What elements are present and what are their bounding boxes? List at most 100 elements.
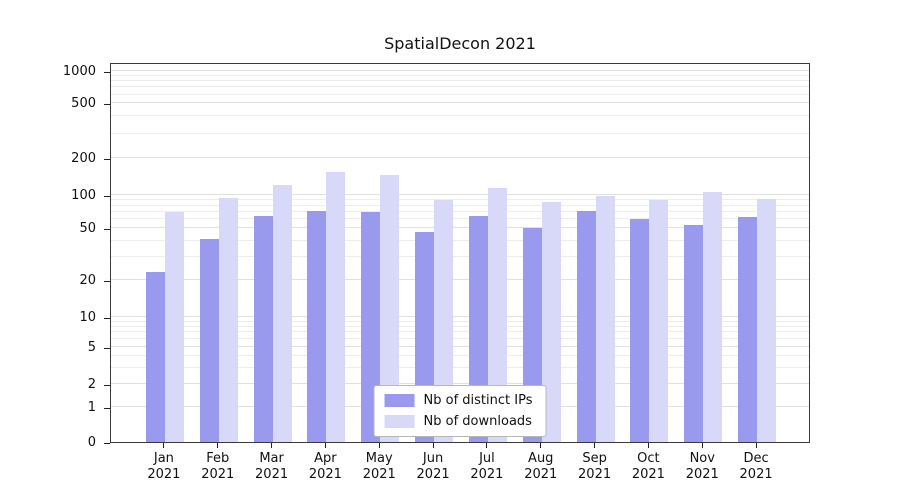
gridline	[111, 74, 809, 76]
y-tick-label: 100	[71, 188, 96, 203]
y-tick-mark	[104, 281, 110, 282]
x-tick-mark	[486, 443, 488, 448]
gridline	[111, 316, 809, 317]
bar-downloads	[595, 196, 615, 442]
gridline	[111, 157, 809, 158]
bar-downloads	[434, 200, 454, 442]
bar-distinct-ips	[630, 219, 650, 442]
x-tick-label: Nov 2021	[685, 451, 719, 482]
bar-distinct-ips	[145, 272, 165, 442]
bar-downloads	[541, 201, 561, 442]
gridline	[111, 346, 809, 347]
x-tick-mark	[755, 443, 757, 448]
x-tick-label: Jun 2021	[416, 451, 450, 482]
x-tick-mark	[540, 443, 542, 448]
y-tick-label: 50	[79, 221, 96, 236]
legend-swatch-distinct-ips	[384, 394, 415, 407]
bar-downloads	[164, 211, 184, 442]
y-tick-mark	[104, 348, 110, 349]
gridline	[111, 132, 809, 134]
bar-distinct-ips	[307, 210, 327, 442]
gridline	[111, 325, 809, 327]
gridline	[111, 338, 809, 340]
x-tick-label: Mar 2021	[255, 451, 289, 482]
bar-downloads	[326, 171, 346, 442]
x-tick-mark	[432, 443, 434, 448]
bar-downloads	[218, 198, 238, 442]
x-tick-mark	[163, 443, 165, 448]
x-tick-label: May 2021	[362, 451, 396, 482]
bar-downloads	[380, 175, 400, 442]
y-tick-label: 1	[87, 400, 96, 415]
x-tick-label: Apr 2021	[308, 451, 342, 482]
gridline	[111, 279, 809, 280]
gridline	[111, 239, 809, 241]
x-tick-mark	[217, 443, 219, 448]
y-tick-label: 0	[87, 435, 96, 450]
y-tick-mark	[104, 104, 110, 105]
bar-downloads	[487, 187, 507, 442]
x-tick-mark	[271, 443, 273, 448]
legend-item-downloads: Nb of downloads	[384, 414, 533, 429]
y-tick-label: 200	[71, 151, 96, 166]
x-tick-mark	[378, 443, 380, 448]
y-tick-mark	[104, 229, 110, 230]
gridline	[111, 256, 809, 257]
bar-downloads	[703, 192, 723, 442]
gridline	[111, 355, 809, 357]
gridline	[111, 102, 809, 103]
y-tick-mark	[104, 443, 110, 444]
x-tick-label: Jan 2021	[147, 451, 181, 482]
y-tick-label: 20	[79, 273, 96, 288]
y-tick-label: 10	[79, 310, 96, 325]
gridline	[111, 383, 809, 384]
gridline	[111, 199, 809, 201]
bar-downloads	[649, 200, 669, 442]
bar-distinct-ips	[684, 225, 704, 442]
y-tick-label: 5	[87, 340, 96, 355]
bar-distinct-ips	[199, 239, 219, 442]
bar-distinct-ips	[361, 211, 381, 442]
gridline	[111, 93, 809, 95]
y-tick-mark	[104, 159, 110, 160]
x-tick-mark	[647, 443, 649, 448]
x-tick-label: Feb 2021	[201, 451, 235, 482]
x-tick-label: Oct 2021	[631, 451, 665, 482]
x-tick-label: Sep 2021	[578, 451, 612, 482]
y-tick-label: 500	[71, 96, 96, 111]
y-tick-label: 1000	[62, 64, 96, 79]
legend-label-downloads: Nb of downloads	[423, 414, 532, 429]
gridline	[111, 86, 809, 88]
y-tick-mark	[104, 318, 110, 319]
legend-item-distinct-ips: Nb of distinct IPs	[384, 393, 532, 408]
bar-downloads	[757, 198, 777, 442]
bar-distinct-ips	[253, 215, 273, 442]
bar-distinct-ips	[576, 210, 596, 442]
gridline	[111, 115, 809, 117]
gridline	[111, 204, 809, 206]
x-tick-mark	[324, 443, 326, 448]
x-tick-mark	[701, 443, 703, 448]
y-tick-mark	[104, 408, 110, 409]
legend-swatch-downloads	[384, 415, 415, 428]
chart-title: SpatialDecon 2021	[384, 34, 536, 53]
plot-area: Nb of distinct IPs Nb of downloads	[110, 63, 810, 443]
x-tick-label: Aug 2021	[524, 451, 558, 482]
y-tick-mark	[104, 196, 110, 197]
gridline	[111, 366, 809, 368]
gridline	[111, 320, 809, 322]
gridline	[111, 70, 809, 71]
legend: Nb of distinct IPs Nb of downloads	[373, 385, 547, 437]
y-tick-label: 2	[87, 377, 96, 392]
bar-distinct-ips	[738, 217, 758, 442]
gridline	[111, 80, 809, 82]
bar-downloads	[272, 185, 292, 442]
gridline	[111, 210, 809, 212]
x-tick-mark	[594, 443, 596, 448]
gridline	[111, 218, 809, 220]
y-axis: 0 1 2 5 10 20 50 100 200 500 1000	[0, 63, 110, 450]
x-tick-label: Jul 2021	[470, 451, 504, 482]
y-tick-mark	[104, 72, 110, 73]
gridline	[111, 227, 809, 228]
